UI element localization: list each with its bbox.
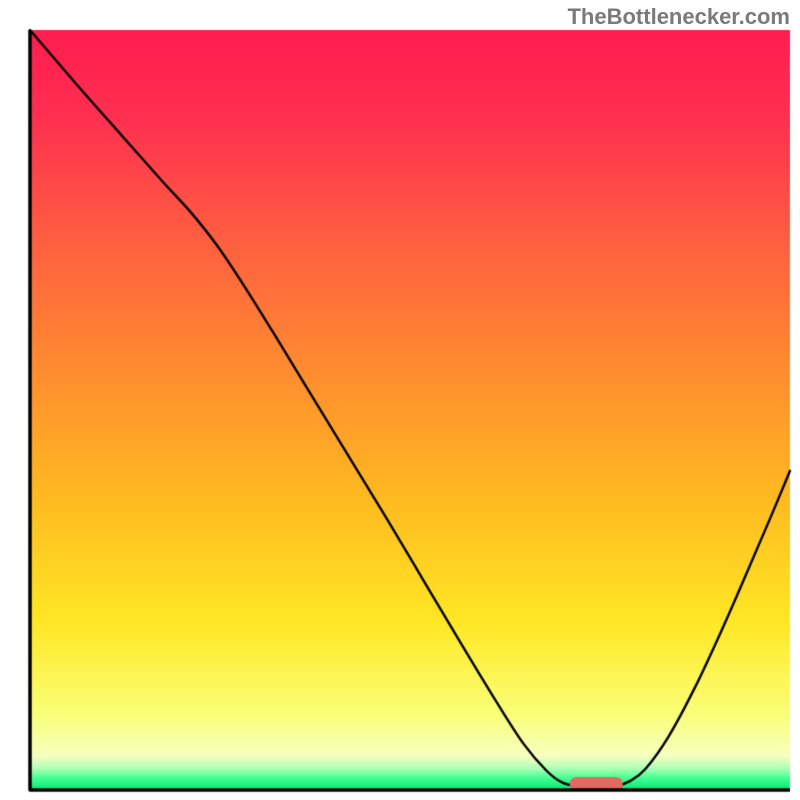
watermark-text: TheBottlenecker.com bbox=[567, 4, 790, 30]
chart-container: { "watermark": "TheBottlenecker.com", "c… bbox=[0, 0, 800, 800]
bottleneck-chart bbox=[0, 0, 800, 800]
